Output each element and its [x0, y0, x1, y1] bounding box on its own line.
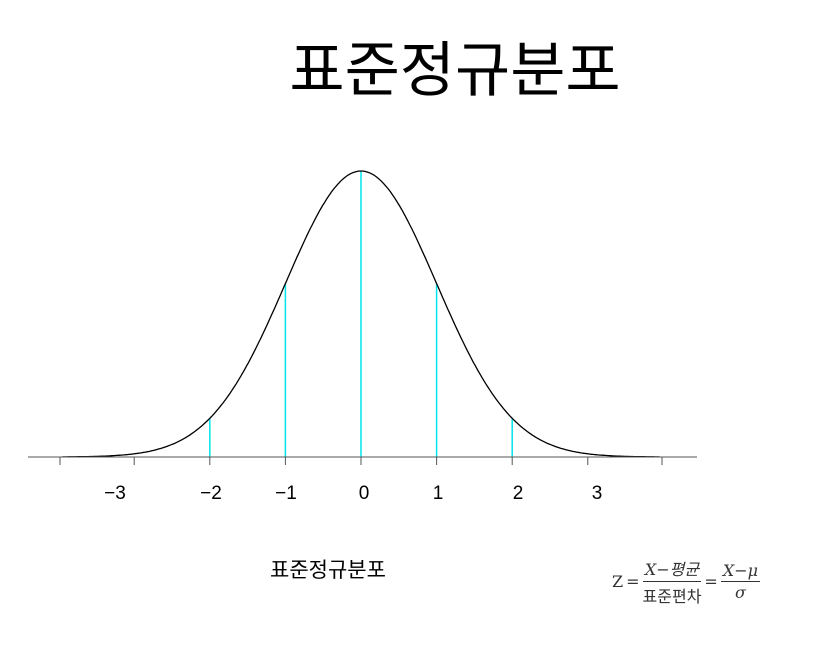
fraction-denominator: 표준편차 [642, 587, 702, 606]
z-score-formula: Z = X−평균 표준편차 = X−μ σ [612, 556, 761, 607]
density-curve [62, 170, 660, 458]
x-tick-label: −1 [275, 483, 297, 504]
x-tick-label: 0 [359, 483, 370, 504]
formula-fraction-symbols: X−μ σ [720, 561, 761, 602]
formula-equals: = [704, 572, 718, 591]
x-tick-label: 3 [592, 483, 603, 504]
fraction-numerator: X−평균 [642, 556, 702, 582]
formula-z: Z [612, 572, 624, 591]
formula-equals: = [626, 572, 640, 591]
page-title: 표준정규분포 [289, 36, 621, 106]
x-tick-label: −2 [200, 483, 222, 504]
x-tick-label: 2 [513, 483, 524, 504]
fraction-numerator: X−μ [720, 561, 761, 582]
formula-fraction-korean: X−평균 표준편차 [643, 556, 702, 607]
fraction-denominator: σ [734, 583, 746, 602]
x-tick-label: −3 [104, 483, 126, 504]
chart-caption: 표준정규분포 [270, 558, 386, 582]
x-tick-label: 1 [433, 483, 444, 504]
